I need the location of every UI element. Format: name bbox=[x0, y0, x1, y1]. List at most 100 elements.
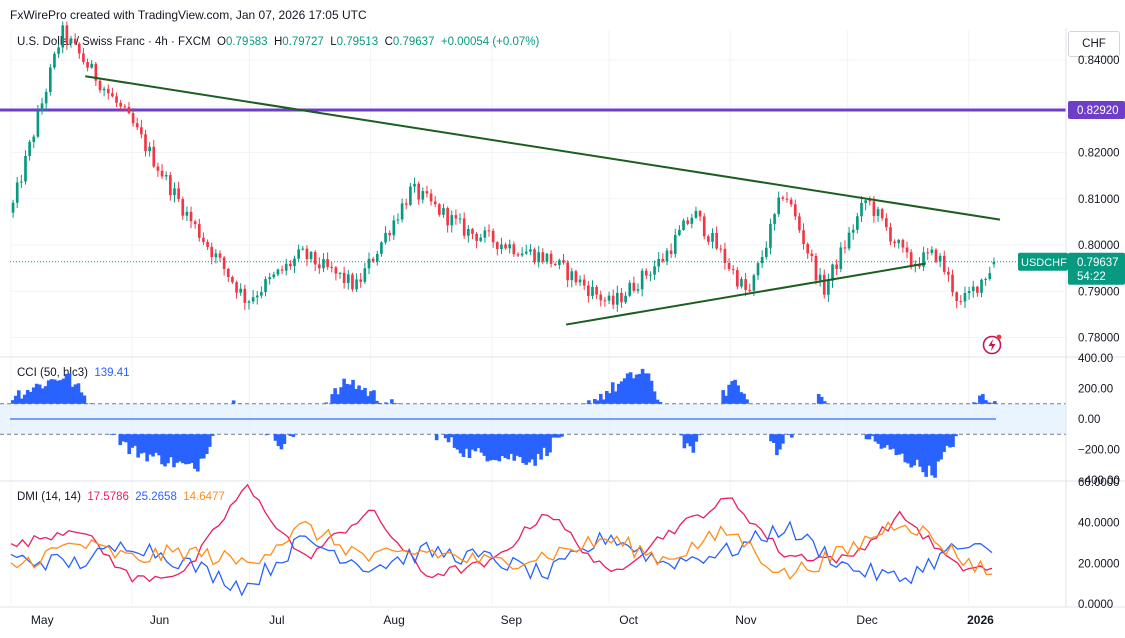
dmi-legend: DMI (14, 14) 17.5786 25.2658 14.6477 bbox=[17, 491, 225, 503]
cci-bar bbox=[978, 395, 982, 404]
cci-bar bbox=[649, 380, 654, 404]
cci-bar bbox=[936, 434, 940, 462]
cci-pane[interactable] bbox=[0, 368, 1066, 478]
cci-bar bbox=[160, 434, 164, 465]
cci-bar bbox=[390, 399, 394, 404]
cci-bar bbox=[548, 434, 552, 453]
cci-bar bbox=[40, 388, 45, 404]
trendlines[interactable] bbox=[85, 75, 1001, 326]
candle-body bbox=[417, 183, 420, 200]
cci-bar bbox=[70, 386, 75, 404]
cci-bar bbox=[342, 378, 346, 404]
candle-body bbox=[462, 218, 466, 236]
cci-bar bbox=[655, 399, 660, 404]
candle-body bbox=[202, 237, 205, 242]
cci-tick-label: 400.00 bbox=[1078, 353, 1113, 365]
cci-bar bbox=[613, 391, 618, 404]
cci-bar bbox=[202, 434, 206, 459]
cci-bar bbox=[130, 434, 134, 448]
dmi-minus-value: 25.2658 bbox=[135, 491, 177, 503]
candle-body bbox=[351, 274, 354, 290]
price-pane[interactable] bbox=[0, 21, 1066, 326]
cci-bar bbox=[142, 434, 146, 453]
candle-body bbox=[578, 279, 582, 283]
candle-body bbox=[897, 240, 901, 244]
cci-bar bbox=[34, 383, 39, 404]
candle-body bbox=[752, 275, 756, 291]
candle-body bbox=[102, 88, 106, 91]
candle-body bbox=[235, 282, 238, 293]
candle-body bbox=[251, 297, 255, 302]
cci-bar bbox=[488, 434, 493, 461]
cci-bar bbox=[127, 434, 131, 455]
candle-body bbox=[181, 199, 185, 216]
cci-tick-label: 200.00 bbox=[1078, 384, 1113, 396]
candle-body bbox=[963, 293, 967, 302]
cci-bar bbox=[924, 434, 928, 477]
candle-body bbox=[818, 274, 822, 281]
cci-bar bbox=[939, 434, 943, 460]
candle-body bbox=[678, 229, 681, 236]
candle-body bbox=[835, 264, 838, 269]
dmi-pane[interactable] bbox=[10, 483, 993, 597]
candle-body bbox=[947, 271, 950, 275]
cci-bar bbox=[145, 434, 149, 462]
cci-bar bbox=[542, 434, 546, 448]
currency-button[interactable]: CHF bbox=[1068, 31, 1120, 57]
candle-body bbox=[94, 63, 98, 81]
cci-zero-line bbox=[10, 418, 996, 420]
candle-body bbox=[516, 254, 520, 256]
dmi-tick-label: 40.0000 bbox=[1078, 518, 1120, 530]
candle-body bbox=[851, 229, 855, 233]
candle-body bbox=[127, 106, 131, 114]
candle-body bbox=[359, 279, 363, 282]
cci-bar bbox=[503, 434, 508, 458]
cci-bar bbox=[148, 434, 152, 455]
cci-bar bbox=[554, 434, 558, 438]
candle-body bbox=[512, 244, 516, 255]
cci-bar bbox=[291, 434, 296, 437]
cci-bar bbox=[557, 434, 561, 438]
candle-body bbox=[901, 240, 905, 248]
candle-body bbox=[558, 260, 561, 265]
candle-body bbox=[396, 219, 400, 221]
candle-body bbox=[673, 235, 677, 254]
time-axis-label: Nov bbox=[735, 613, 756, 627]
candle-body bbox=[375, 253, 379, 262]
cci-bar bbox=[455, 434, 460, 450]
cci-bar bbox=[927, 434, 931, 466]
candle-body bbox=[537, 252, 541, 263]
cci-bar bbox=[184, 434, 188, 465]
time-axis-label: Sep bbox=[501, 613, 523, 627]
candle-body bbox=[769, 223, 772, 248]
candle-body bbox=[860, 202, 863, 217]
cci-bar bbox=[625, 373, 630, 404]
candle-body bbox=[454, 215, 458, 219]
candle-body bbox=[318, 264, 321, 269]
candle-body bbox=[123, 106, 127, 108]
cci-bar bbox=[775, 434, 779, 456]
candle-body bbox=[322, 259, 325, 269]
candle-body bbox=[173, 188, 176, 196]
cci-bar bbox=[476, 434, 481, 449]
cci-bar bbox=[622, 378, 627, 404]
time-axis-label: Jul bbox=[269, 613, 284, 627]
cci-bar bbox=[918, 434, 922, 467]
candle-body bbox=[169, 175, 172, 196]
cci-bar bbox=[151, 434, 155, 457]
candle-body bbox=[856, 216, 859, 230]
cci-bar bbox=[279, 434, 284, 450]
alert-icon[interactable] bbox=[982, 334, 1002, 355]
candle-body bbox=[115, 96, 118, 103]
cci-bar bbox=[231, 400, 236, 404]
candle-body bbox=[922, 252, 925, 267]
candle-body bbox=[885, 218, 888, 228]
candle-body bbox=[827, 280, 830, 295]
cci-bar bbox=[640, 368, 645, 404]
cci-bar bbox=[790, 434, 794, 438]
cci-bar bbox=[49, 379, 54, 404]
cci-bar bbox=[691, 434, 696, 453]
cci-bar bbox=[190, 434, 194, 463]
time-axis-label: Oct bbox=[619, 613, 638, 627]
